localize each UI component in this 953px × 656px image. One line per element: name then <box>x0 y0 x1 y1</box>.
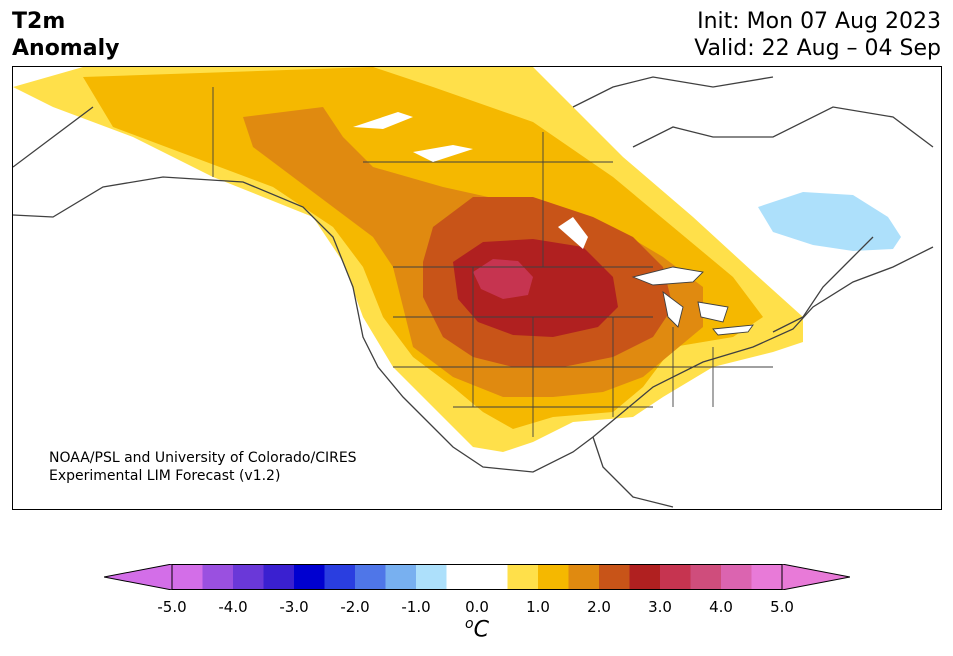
colorbar-outline <box>171 564 783 590</box>
init-date: Init: Mon 07 Aug 2023 <box>697 9 941 34</box>
title-line-2: Anomaly <box>12 36 120 61</box>
colorbar-segment <box>507 564 539 590</box>
great-lakes <box>631 266 754 336</box>
colorbar-tick-label: -4.0 <box>218 598 248 616</box>
colorbar-extend-high <box>781 564 850 590</box>
colorbar-segment <box>324 564 356 590</box>
colorbar-segment <box>751 564 783 590</box>
colorbar <box>104 564 850 590</box>
colorbar-tick-label: 1.0 <box>526 598 550 616</box>
colorbar-segment <box>416 564 447 590</box>
colorbar-tick-label: 2.0 <box>587 598 611 616</box>
colorbar-segment <box>172 564 203 590</box>
colorbar-extend-low <box>104 564 173 590</box>
units-label: oC <box>465 616 489 642</box>
map-svg <box>13 67 934 508</box>
colorbar-ticks: -5.0 -4.0 -3.0 -2.0 -1.0 0.0 1.0 2.0 3.0 4.0 5.0 <box>0 598 953 618</box>
colorbar-tick-label: -5.0 <box>157 598 187 616</box>
credit-line-1: NOAA/PSL and University of Colorado/CIRE… <box>49 450 357 466</box>
colorbar-segment <box>690 564 722 590</box>
forecast-dates: Init: Mon 07 Aug 2023 Valid: 22 Aug – 04… <box>694 8 941 62</box>
title-line-1: T2m <box>12 9 66 34</box>
degree-symbol: o <box>465 616 474 632</box>
colorbar-segment <box>721 564 752 590</box>
colorbar-tick-label: -3.0 <box>279 598 309 616</box>
coastlines <box>13 76 934 508</box>
colorbar-tick-label: -1.0 <box>401 598 431 616</box>
colorbar-segment <box>233 564 264 590</box>
colorbar-segment <box>477 564 508 590</box>
units-letter: C <box>473 617 489 643</box>
colorbar-segment <box>446 564 478 590</box>
colorbar-segment <box>538 564 569 590</box>
anomaly-map <box>12 66 942 510</box>
colorbar-segment <box>599 564 630 590</box>
colorbar-segment <box>263 564 295 590</box>
colorbar-tick-label: -2.0 <box>340 598 370 616</box>
political-borders <box>212 87 773 437</box>
colorbar-segment <box>385 564 417 590</box>
credit-line-2: Experimental LIM Forecast (v1.2) <box>49 468 281 484</box>
colorbar-segment <box>629 564 661 590</box>
colorbar-tick-label: 0.0 <box>465 598 489 616</box>
colorbar-segment <box>660 564 691 590</box>
map-title: T2m Anomaly <box>12 8 119 62</box>
colorbar-segment <box>355 564 386 590</box>
colorbar-tick-label: 5.0 <box>770 598 794 616</box>
credit-text: NOAA/PSL and University of Colorado/CIRE… <box>49 449 357 485</box>
cool-anomaly <box>758 192 901 251</box>
colorbar-segment <box>294 564 325 590</box>
colorbar-tick-label: 3.0 <box>648 598 672 616</box>
colorbar-segment <box>568 564 600 590</box>
valid-range: Valid: 22 Aug – 04 Sep <box>694 36 941 61</box>
anomaly-band-6 <box>473 259 533 299</box>
colorbar-tick-label: 4.0 <box>709 598 733 616</box>
canadian-lakes <box>353 112 588 249</box>
colorbar-segment <box>202 564 234 590</box>
